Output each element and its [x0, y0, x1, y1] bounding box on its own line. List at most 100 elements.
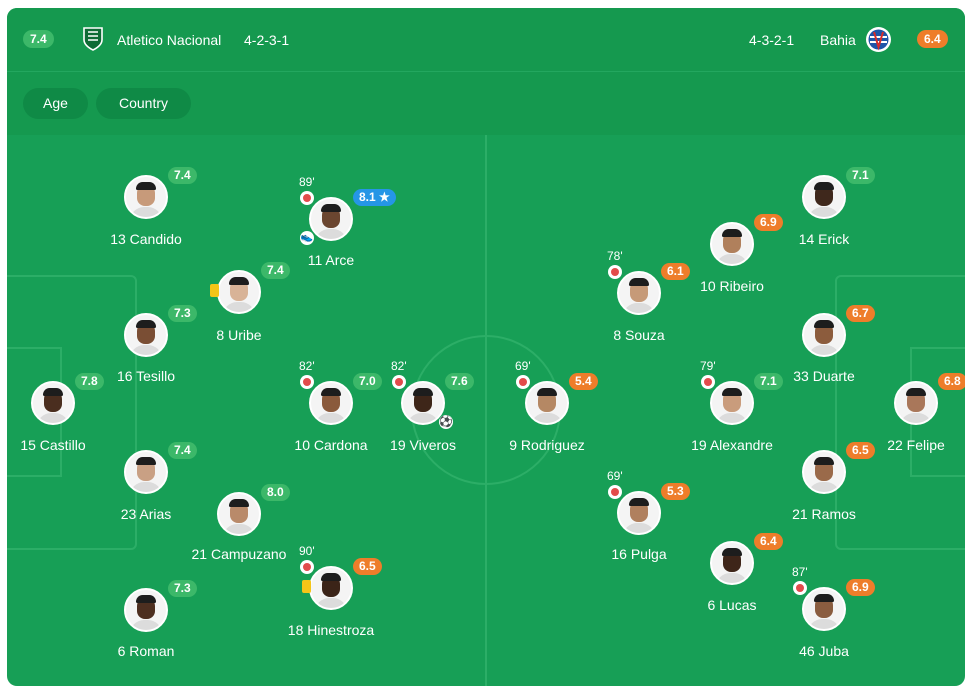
substitution-out-icon: [608, 485, 622, 499]
player-rating-badge: 6.8: [938, 373, 965, 390]
substitution-out-icon: [300, 375, 314, 389]
substitution-minute: 79': [700, 359, 716, 373]
player-rating-badge: 7.1: [846, 167, 875, 184]
substitution-minute: 87': [792, 565, 808, 579]
player-name[interactable]: 19 Viveros: [390, 437, 456, 453]
player-rating-badge: 5.3: [661, 483, 690, 500]
player-avatar[interactable]: [401, 381, 445, 425]
substitution-minute: 82': [391, 359, 407, 373]
lineups-card: 7.4 Atletico Nacional 4-2-3-1 4-3-2-1 Ba…: [7, 8, 965, 686]
substitution-out-icon: [516, 375, 530, 389]
player-avatar[interactable]: [710, 541, 754, 585]
substitution-out-icon: [793, 581, 807, 595]
substitution-out-icon: [300, 560, 314, 574]
player-avatar[interactable]: [309, 566, 353, 610]
player-name[interactable]: 13 Candido: [110, 231, 182, 247]
substitution-out-icon: [392, 375, 406, 389]
player-name[interactable]: 19 Alexandre: [691, 437, 773, 453]
player-rating-badge: 7.0: [353, 373, 382, 390]
home-team-rating: 7.4: [23, 30, 54, 48]
substitution-out-icon: [608, 265, 622, 279]
player-rating-badge: 7.3: [168, 580, 197, 597]
player-name[interactable]: 10 Cardona: [294, 437, 368, 453]
goal-ball-icon: ⚽: [439, 415, 453, 429]
player-avatar[interactable]: [617, 491, 661, 535]
player-rating-badge: 6.5: [846, 442, 875, 459]
player-avatar[interactable]: [309, 381, 353, 425]
player-name[interactable]: 16 Pulga: [611, 546, 667, 562]
away-team-name[interactable]: Bahia: [820, 32, 856, 48]
player-rating-badge: 7.4: [168, 167, 197, 184]
player-name[interactable]: 18 Hinestroza: [287, 622, 375, 638]
away-penalty-area: [835, 275, 965, 550]
away-formation: 4-3-2-1: [749, 32, 795, 48]
substitution-minute: 90': [299, 544, 315, 558]
player-avatar[interactable]: [309, 197, 353, 241]
player-avatar[interactable]: [124, 313, 168, 357]
substitution-minute: 78': [607, 249, 623, 263]
player-avatar[interactable]: [124, 175, 168, 219]
away-team-rating: 6.4: [917, 30, 948, 48]
player-rating-badge: 6.4: [754, 533, 783, 550]
player-name[interactable]: 14 Erick: [798, 231, 850, 247]
home-team-name[interactable]: Atletico Nacional: [117, 32, 222, 48]
player-name[interactable]: 9 Rodriguez: [509, 437, 585, 453]
player-name[interactable]: 8 Souza: [613, 327, 665, 343]
player-rating-badge: 8.1 ★: [353, 189, 396, 206]
substitution-out-icon: [701, 375, 715, 389]
player-avatar[interactable]: [894, 381, 938, 425]
assist-boot-icon: 👟: [300, 231, 314, 245]
player-avatar[interactable]: [802, 450, 846, 494]
player-rating-badge: 7.4: [261, 262, 290, 279]
bahia-crest-icon: [866, 27, 891, 52]
player-avatar[interactable]: [217, 270, 261, 314]
player-name[interactable]: 15 Castillo: [20, 437, 86, 453]
player-avatar[interactable]: [802, 587, 846, 631]
player-rating-badge: 6.1: [661, 263, 690, 280]
player-name[interactable]: 23 Arias: [120, 506, 172, 522]
player-rating-badge: 7.4: [168, 442, 197, 459]
pitch: 13 Candido 7.4 11 Arce 8.1 ★ 89' 👟 8 Uribe 7.4 1…: [7, 135, 965, 686]
player-avatar[interactable]: [802, 313, 846, 357]
player-name[interactable]: 33 Duarte: [793, 368, 855, 384]
player-name[interactable]: 22 Felipe: [887, 437, 945, 453]
player-avatar[interactable]: [710, 222, 754, 266]
substitution-minute: 69': [607, 469, 623, 483]
player-avatar[interactable]: [217, 492, 261, 536]
player-rating-badge: 6.9: [846, 579, 875, 596]
substitution-minute: 89': [299, 175, 315, 189]
player-name[interactable]: 8 Uribe: [216, 327, 262, 343]
yellow-card-icon: [210, 284, 219, 297]
player-name[interactable]: 6 Roman: [117, 643, 175, 659]
player-name[interactable]: 10 Ribeiro: [700, 278, 764, 294]
atletico-nacional-crest-icon: [83, 27, 103, 51]
player-name[interactable]: 21 Ramos: [792, 506, 856, 522]
player-rating-badge: 7.8: [75, 373, 104, 390]
player-rating-badge: 6.5: [353, 558, 382, 575]
player-rating-badge: 7.3: [168, 305, 197, 322]
player-name[interactable]: 46 Juba: [799, 643, 849, 659]
player-name[interactable]: 16 Tesillo: [116, 368, 176, 384]
home-penalty-area: [7, 275, 137, 550]
player-name[interactable]: 21 Campuzano: [191, 546, 287, 562]
lineup-header: 7.4 Atletico Nacional 4-2-3-1 4-3-2-1 Ba…: [7, 8, 965, 72]
player-avatar[interactable]: [124, 588, 168, 632]
player-rating-badge: 5.4: [569, 373, 598, 390]
player-avatar[interactable]: [31, 381, 75, 425]
player-rating-badge: 8.0: [261, 484, 290, 501]
filter-bar: Age Country: [7, 72, 965, 135]
country-filter-button[interactable]: Country: [96, 88, 191, 119]
player-avatar[interactable]: [617, 271, 661, 315]
player-name[interactable]: 6 Lucas: [707, 597, 757, 613]
age-filter-button[interactable]: Age: [23, 88, 88, 119]
player-avatar[interactable]: [802, 175, 846, 219]
player-rating-badge: 6.9: [754, 214, 783, 231]
player-avatar[interactable]: [525, 381, 569, 425]
player-avatar[interactable]: [124, 450, 168, 494]
player-avatar[interactable]: [710, 381, 754, 425]
substitution-out-icon: [300, 191, 314, 205]
substitution-minute: 69': [515, 359, 531, 373]
substitution-minute: 82': [299, 359, 315, 373]
player-name[interactable]: 11 Arce: [307, 252, 355, 268]
player-rating-badge: 7.1: [754, 373, 783, 390]
